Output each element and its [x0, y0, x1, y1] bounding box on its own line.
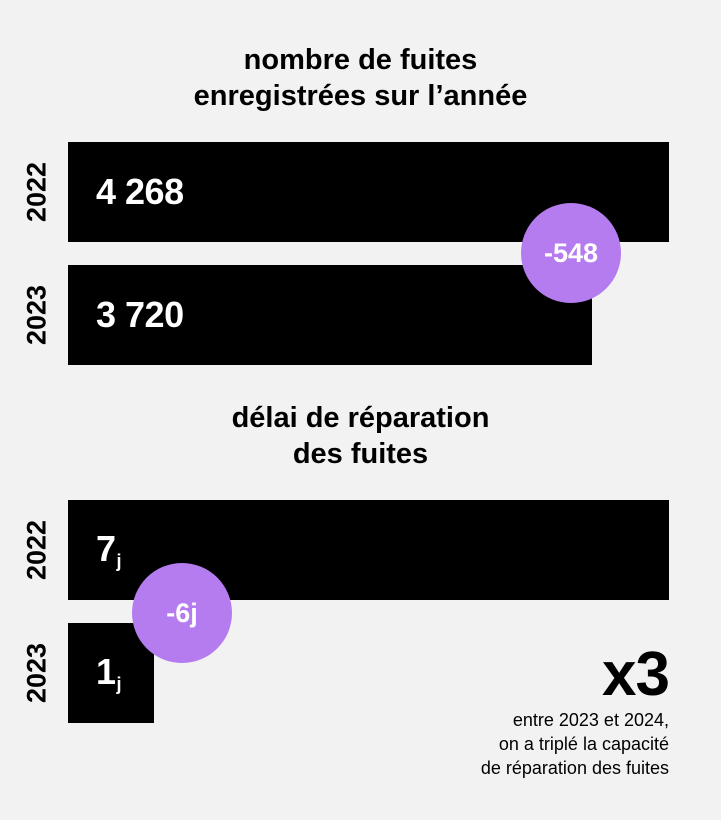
- chart1-title-line1: nombre de fuites: [243, 44, 478, 76]
- chart2-title-line2: des fuites: [292, 438, 429, 470]
- chart2-value-label: 1j: [96, 651, 122, 694]
- chart1-value-label: 4 268: [96, 171, 184, 212]
- chart1-bar-2023: 3 720: [68, 265, 592, 365]
- chart1-category-label: 2023: [21, 284, 52, 346]
- callout-line: on a triplé la capacité: [498, 734, 669, 754]
- chart2-title-line1: délai de réparation: [231, 402, 490, 434]
- chart1-title: nombre de fuites enregistrées sur l’anné…: [0, 42, 721, 114]
- chart2-unit: j: [116, 551, 122, 571]
- chart1-category-label: 2022: [21, 161, 52, 223]
- chart1-value-label: 3 720: [96, 294, 184, 335]
- chart2-category-label: 2023: [21, 642, 52, 704]
- callout-note: entre 2023 et 2024, on a triplé la capac…: [481, 708, 669, 780]
- chart1-difference-badge: -548: [521, 203, 621, 303]
- chart2-category-label: 2022: [21, 519, 52, 581]
- chart1-bar-2022: 4 268: [68, 142, 669, 242]
- chart2-unit: j: [116, 674, 122, 694]
- chart1-title-line2: enregistrées sur l’année: [193, 80, 528, 112]
- callout-line: entre 2023 et 2024,: [512, 710, 669, 730]
- callout-multiplier: x3: [602, 640, 670, 709]
- chart2-value-label: 7j: [96, 528, 122, 571]
- callout-line: de réparation des fuites: [480, 758, 669, 778]
- chart2-difference-badge: -6j: [132, 563, 232, 663]
- chart2-title: délai de réparation des fuites: [0, 400, 721, 472]
